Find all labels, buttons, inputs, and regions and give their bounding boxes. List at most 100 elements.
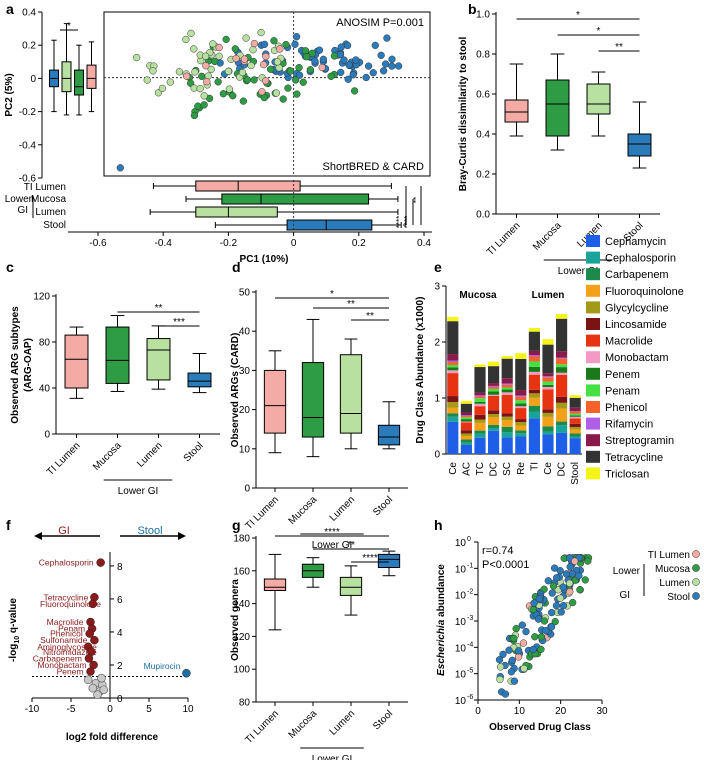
pca-point <box>345 61 353 69</box>
stacked-bar-segment <box>447 416 459 422</box>
scatter-point <box>512 624 520 633</box>
scatter-point <box>514 653 523 661</box>
pca-point <box>133 53 141 62</box>
pca-point <box>194 102 202 110</box>
volcano-label: Aminoglycoside <box>37 642 97 652</box>
pca-point <box>315 46 324 54</box>
y-tick-label: 0 <box>434 450 440 461</box>
pca-point <box>299 78 307 86</box>
pca-point <box>187 29 195 38</box>
stacked-bar-segment <box>569 438 581 454</box>
pc1-boxplot <box>185 193 399 205</box>
stacked-bar-segment <box>569 415 581 417</box>
y-tick-label: 0.8 <box>476 50 490 61</box>
x-axis-label: Observed Drug Class <box>489 722 591 733</box>
legend-swatch <box>586 384 600 397</box>
legend-swatch <box>586 401 600 413</box>
stacked-bar-segment <box>528 361 540 367</box>
y-tick-label: 0 <box>244 484 250 495</box>
y-tick-exponent: -3 <box>467 615 473 622</box>
lower-gi-label: Lower GI <box>558 266 599 277</box>
stacked-bar-segment <box>460 442 472 445</box>
y-tick-label: 2 <box>117 661 123 672</box>
stacked-bar-segment <box>474 392 486 396</box>
pca-point <box>343 41 352 50</box>
pca-point <box>293 90 301 98</box>
stacked-bar-segment <box>474 395 486 397</box>
stacked-bar-segment <box>460 417 472 420</box>
y-tick-exponent: -4 <box>467 641 473 648</box>
stacked-bar-segment <box>515 433 527 437</box>
pca-point <box>229 92 237 100</box>
volcano-label: Fluoroquinolone <box>40 599 101 609</box>
tick-base: 10 <box>455 617 467 628</box>
pca-point <box>266 65 275 73</box>
legend-swatch <box>586 301 600 314</box>
lower-gi-label: Lower GI <box>312 540 353 551</box>
pca-point <box>276 45 284 53</box>
legend-label-lower: Lower <box>613 566 641 577</box>
significance-stars: ** <box>615 42 623 53</box>
stacked-bar-segment <box>542 381 554 385</box>
legend-label: Monobactam <box>605 352 669 364</box>
panel-label: f <box>6 517 11 533</box>
pca-point <box>243 76 251 84</box>
legend-label: Lincosamide <box>605 319 667 331</box>
scatter-point <box>548 589 556 597</box>
volcano-point-ns <box>88 683 98 693</box>
pca-point <box>239 97 248 105</box>
stacked-bar-segment <box>569 416 581 419</box>
scatter-point <box>508 656 517 664</box>
panel-h: h10 010 -110 -210 -310 -410 -510 -60 10 20 30Obser… <box>434 517 700 733</box>
stacked-bar-segment <box>474 403 486 407</box>
pca-point <box>200 101 208 109</box>
legend-label: Cephalosporin <box>605 253 676 265</box>
scatter-point <box>549 582 558 590</box>
box <box>377 553 401 569</box>
significance-stars: **** <box>362 553 378 564</box>
scatter-point <box>569 598 577 607</box>
stacked-bar-segment <box>542 339 554 345</box>
stacked-bar-segment <box>501 358 513 379</box>
pc1-boxplot <box>149 206 399 218</box>
legend-label: Phenicol <box>605 402 647 414</box>
scatter-point <box>514 647 523 655</box>
y-axis-label: Escherichia abundance <box>436 564 447 676</box>
boxplot-ti-lumen <box>263 553 287 631</box>
legend-label-mucosa: Mucosa <box>655 564 690 575</box>
stacked-bar-segment <box>447 364 459 368</box>
stacked-bar-segment <box>556 396 568 403</box>
pca-point <box>282 40 290 49</box>
x-tick-label: -0.6 <box>89 238 107 249</box>
pca-point <box>260 60 268 69</box>
stacked-bar-segment <box>474 433 486 438</box>
y-axis-label: -log10 q-value <box>8 598 21 662</box>
legend-label: Streptogramin <box>605 435 674 447</box>
y-tick-label: -0.4 <box>19 140 37 151</box>
y-label-part: q-value <box>8 598 19 636</box>
box <box>339 354 363 434</box>
volcano-point-ns <box>83 675 93 685</box>
significance-stars: * <box>597 26 601 37</box>
pca-point <box>340 56 348 64</box>
pca-point <box>209 40 217 48</box>
stacked-bar-segment <box>460 430 472 434</box>
stacked-bar-segment <box>528 356 540 362</box>
y-axis-label: Observed ARG subtypes <box>10 306 21 424</box>
pca-point <box>183 72 191 80</box>
y-tick-label: 10 <box>455 564 467 575</box>
y-tick-label: 10 <box>455 617 467 628</box>
stacked-bar-segment <box>515 406 527 409</box>
y-tick-label: 100 <box>233 665 250 676</box>
x-tick-label: Stool <box>182 440 206 464</box>
scatter-point <box>544 577 552 585</box>
significance-stars: * <box>576 10 580 21</box>
x-tick-label: Re <box>516 462 527 475</box>
stacked-bar-segment <box>569 411 581 414</box>
pca-point <box>349 71 357 79</box>
stacked-bar-segment <box>460 415 472 417</box>
pca-point <box>231 45 239 53</box>
pca-point <box>190 45 198 53</box>
box <box>64 334 89 389</box>
arrow-left-icon <box>34 532 42 540</box>
